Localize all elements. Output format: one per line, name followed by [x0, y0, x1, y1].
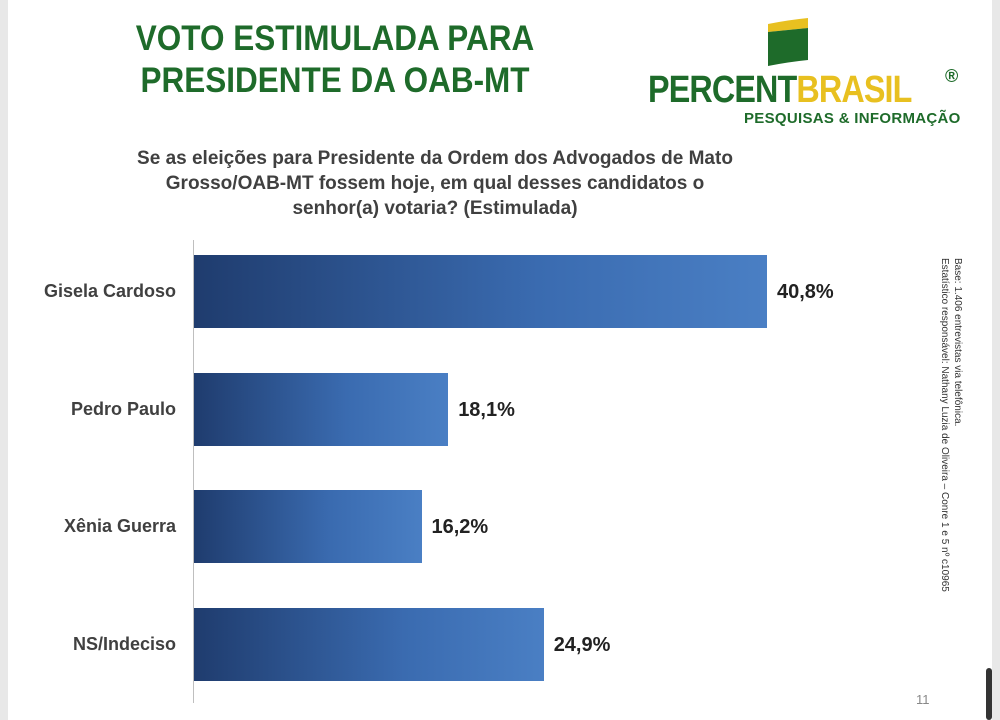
page-number: 11: [916, 692, 930, 707]
note-line-1: Base: 1.406 entrevistas via telefônica.: [952, 258, 963, 427]
scrollbar[interactable]: [986, 668, 992, 720]
category-label: Xênia Guerra: [63, 516, 176, 536]
registered-mark: ®: [945, 66, 959, 86]
category-label: Gisela Cardoso: [43, 281, 176, 301]
logo-wordmark: PERCENTBRASIL: [648, 69, 912, 112]
bar: [194, 608, 544, 681]
slide-title: VOTO ESTIMULADA PARA PRESIDENTE DA OAB-M…: [133, 18, 538, 102]
bar: [194, 255, 767, 328]
logo-part2: BRASIL: [796, 69, 912, 111]
data-label: 24,9%: [553, 634, 611, 656]
percentbrasil-logo: PERCENTBRASIL ® PESQUISAS & INFORMAÇÃO: [640, 14, 970, 134]
logo-tagline: PESQUISAS & INFORMAÇÃO: [744, 110, 961, 127]
category-label: NS/Indeciso: [72, 634, 176, 654]
flag-icon: [768, 18, 808, 66]
note-line-2: Estatístico responsável: Nathany Luzia d…: [939, 258, 950, 592]
y-axis-line: [193, 240, 194, 703]
bar: [194, 490, 422, 563]
chart-title: Se as eleições para Presidente da Ordem …: [137, 148, 733, 219]
title-line-1: VOTO ESTIMULADA PARA: [135, 19, 535, 58]
data-label: 16,2%: [431, 516, 489, 538]
data-label: 40,8%: [777, 281, 834, 303]
bar: [194, 373, 449, 446]
methodology-note: Base: 1.406 entrevistas via telefônica. …: [938, 258, 964, 592]
logo-part1: PERCENT: [648, 69, 797, 111]
data-label: 18,1%: [458, 399, 515, 421]
title-line-2: PRESIDENTE DA OAB-MT: [140, 61, 530, 100]
category-label: Pedro Paulo: [70, 399, 176, 419]
